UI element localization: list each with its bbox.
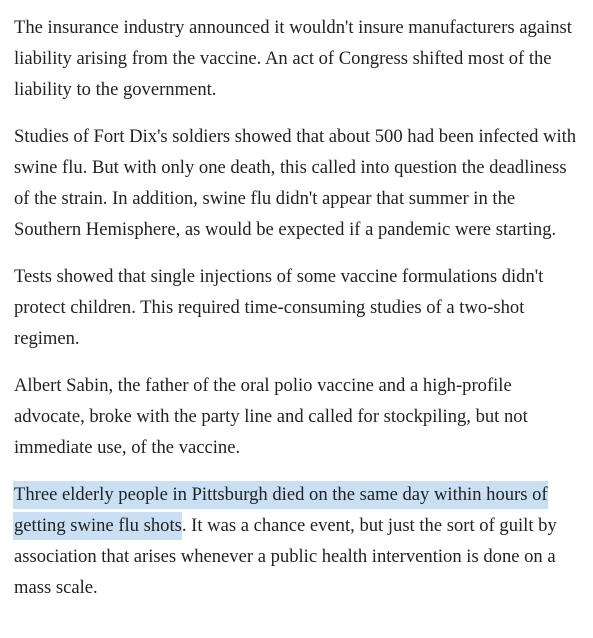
paragraph-pittsburgh: Three elderly people in Pittsburgh died … [13, 479, 584, 603]
paragraph-insurance: The insurance industry announced it woul… [14, 17, 572, 100]
paragraph-pittsburgh-rest: . It was a chance event, but just the so… [14, 515, 557, 598]
paragraph-albert-sabin: Albert Sabin, the father of the oral pol… [14, 375, 528, 458]
paragraph-fort-dix: Studies of Fort Dix's soldiers showed th… [14, 126, 577, 240]
paragraph-vaccine-tests: Tests showed that single injections of s… [14, 266, 544, 349]
article-body: The insurance industry announced it woul… [13, 12, 584, 603]
